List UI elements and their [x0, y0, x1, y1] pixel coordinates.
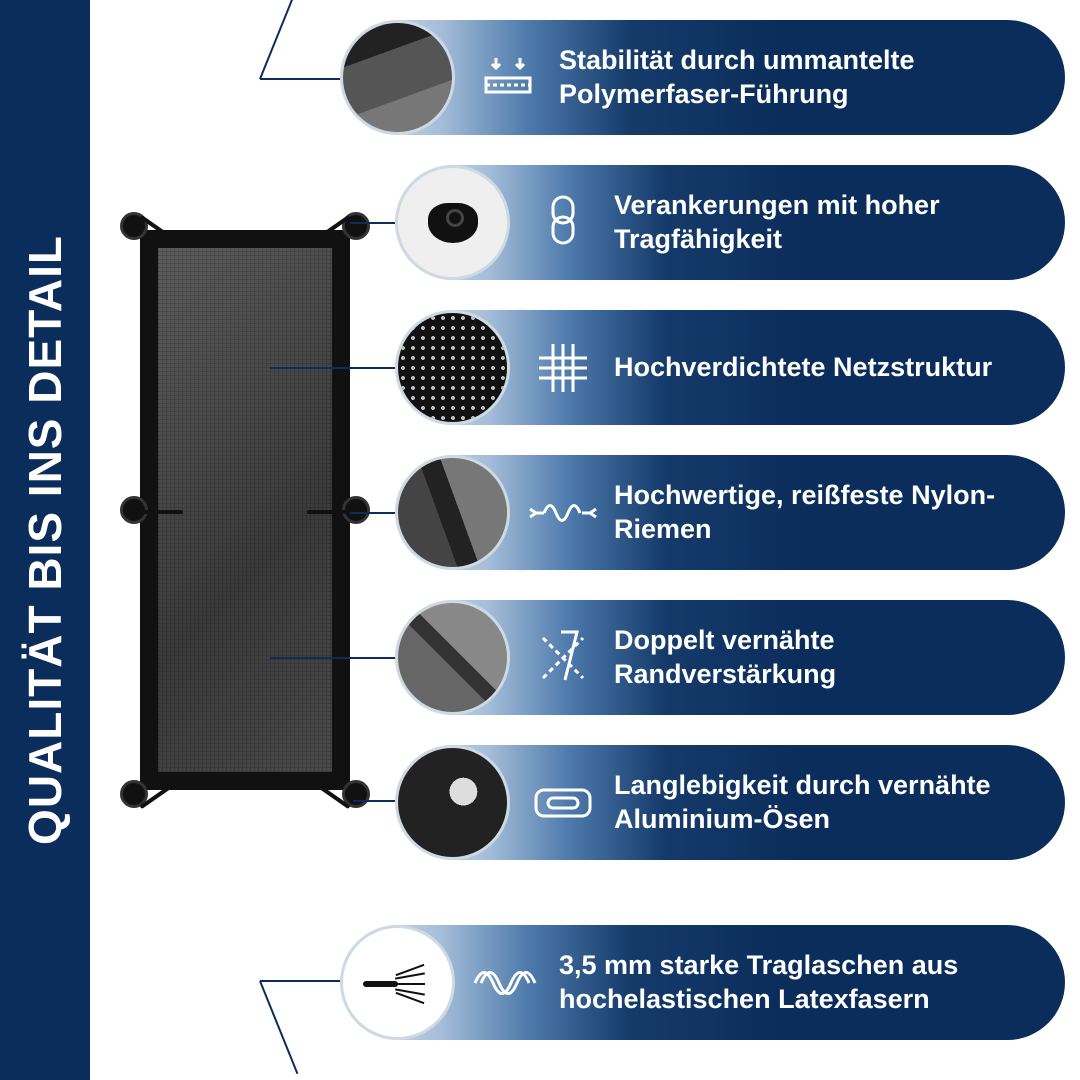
feature-text: 3,5 mm starke Traglaschen aus hochelasti…	[559, 949, 1065, 1017]
callout-line	[260, 78, 340, 80]
feature-text: Hochwertige, reißfeste Nylon-Riemen	[614, 479, 1065, 547]
chain-icon	[528, 193, 598, 253]
callout-line	[259, 0, 298, 79]
stitch-icon	[528, 628, 598, 688]
anchor-knob	[342, 496, 370, 524]
anchor-knob	[342, 780, 370, 808]
feature-pill: Hochverdichtete Netzstruktur	[395, 310, 1065, 425]
anchor-knob	[120, 780, 148, 808]
callout-line	[350, 512, 400, 514]
feature-thumb	[395, 745, 510, 860]
feature-pill: Langlebigkeit durch vernähte Aluminium-Ö…	[395, 745, 1065, 860]
callout-line	[270, 657, 400, 659]
sidebar: QUALITÄT BIS INS DETAIL	[0, 0, 90, 1080]
feature-pill: Stabilität durch ummantelte Polymerfaser…	[340, 20, 1065, 135]
stability-icon	[473, 50, 543, 106]
product-image	[140, 230, 350, 790]
callout-line	[350, 222, 400, 224]
anchor-knob	[342, 212, 370, 240]
wave-icon	[473, 963, 543, 1003]
feature-pill: Verankerungen mit hoher Tragfähigkeit	[395, 165, 1065, 280]
feature-pill: Doppelt vernähte Randverstärkung	[395, 600, 1065, 715]
anchor-knob	[120, 212, 148, 240]
spring-icon	[528, 491, 598, 535]
feature-text: Verankerungen mit hoher Tragfähigkeit	[614, 189, 1065, 257]
feature-thumb	[395, 310, 510, 425]
feature-text: Doppelt vernähte Randverstärkung	[614, 624, 1065, 692]
weave-icon	[528, 340, 598, 396]
feature-thumb	[395, 455, 510, 570]
feature-thumb	[340, 925, 455, 1040]
feature-thumb	[340, 20, 455, 135]
feature-pill: Hochwertige, reißfeste Nylon-Riemen	[395, 455, 1065, 570]
mesh-pattern	[158, 248, 332, 772]
feature-pill: 3,5 mm starke Traglaschen aus hochelasti…	[340, 925, 1065, 1040]
feature-text: Stabilität durch ummantelte Polymerfaser…	[559, 44, 1065, 112]
anchor-knob	[120, 496, 148, 524]
feature-text: Langlebigkeit durch vernähte Aluminium-Ö…	[614, 769, 1065, 837]
feature-thumb	[395, 165, 510, 280]
callout-line	[270, 367, 400, 369]
sidebar-title: QUALITÄT BIS INS DETAIL	[18, 235, 72, 845]
callout-line	[260, 980, 340, 982]
eyelet-icon	[528, 778, 598, 828]
feature-thumb	[395, 600, 510, 715]
feature-text: Hochverdichtete Netzstruktur	[614, 351, 1018, 385]
callout-line	[259, 981, 298, 1074]
